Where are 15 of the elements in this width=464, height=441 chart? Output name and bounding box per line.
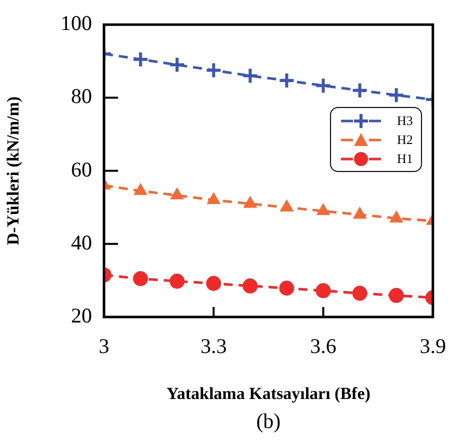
x-tick-label: 3.3	[200, 334, 227, 358]
x-axis-title: Yataklama Katsayıları (Bfe)	[166, 384, 370, 404]
y-tick-label: 80	[71, 84, 92, 108]
x-tick-label: 3.9	[420, 334, 446, 358]
legend-label: H3	[397, 112, 413, 128]
y-tick-label: 60	[71, 157, 92, 182]
x-tick-label: 3.6	[310, 334, 336, 358]
x-tick-label: 3	[98, 334, 110, 358]
y-tick-label: 20	[71, 304, 92, 328]
y-tick-label: 100	[60, 11, 92, 36]
legend-label: H2	[397, 132, 413, 148]
y-tick-label: 40	[71, 230, 92, 254]
legend-label: H1	[397, 150, 413, 166]
text: (b)	[256, 409, 281, 433]
y-axis-title: D-Yükleri (kN/m/m)	[4, 96, 23, 246]
